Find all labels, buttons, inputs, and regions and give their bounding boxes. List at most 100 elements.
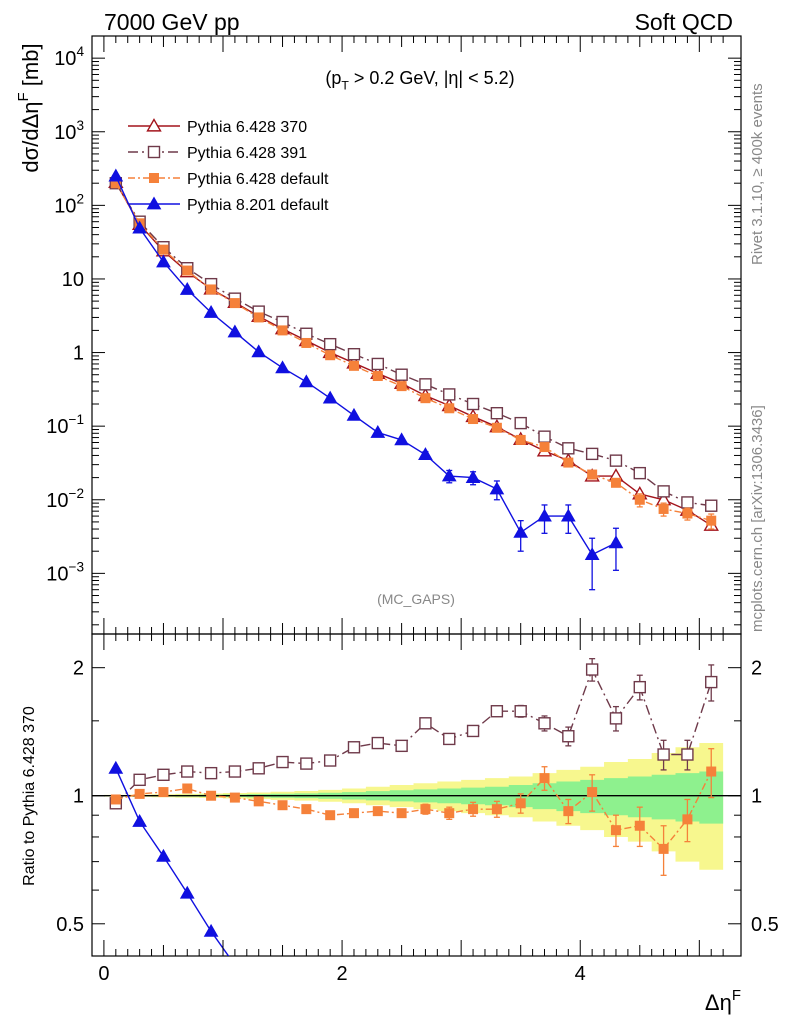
data-point — [465, 470, 481, 483]
y-tick-label: 10−1​ — [46, 412, 84, 438]
data-point — [253, 312, 264, 323]
ratio-point — [110, 794, 121, 805]
ratio-point — [420, 804, 431, 815]
ratio-point — [156, 848, 171, 862]
data-point — [682, 508, 693, 519]
ratio-series-1 — [110, 748, 717, 876]
x-tick-label: 4 — [575, 963, 586, 985]
ratio-point — [158, 787, 169, 798]
data-point — [584, 547, 600, 560]
ratio-point — [372, 806, 383, 817]
ratio-point — [705, 675, 718, 689]
data-point — [706, 515, 717, 526]
y-tick-label: 10 — [62, 269, 84, 291]
ratio-point — [633, 680, 646, 694]
data-point — [182, 265, 193, 276]
data-point — [657, 485, 670, 498]
data-point — [420, 393, 431, 404]
legend-marker — [149, 173, 159, 183]
ratio-series-0 — [109, 658, 718, 810]
data-point — [298, 374, 314, 388]
ratio-point — [371, 736, 384, 750]
data-point — [515, 434, 526, 445]
data-point — [608, 535, 624, 549]
ratio-y-tick-label: 0.5 — [56, 914, 84, 936]
data-point — [444, 403, 455, 414]
data-point — [229, 298, 240, 309]
ratio-point — [228, 959, 241, 970]
y-tick-label: 1 — [73, 343, 84, 365]
header-right: Soft QCD — [635, 9, 733, 35]
cuts-label: (pT​ > 0.2 GeV, |η| < 5.2) — [325, 68, 514, 92]
data-point — [633, 466, 646, 480]
data-point — [634, 494, 645, 505]
ratio-point — [301, 804, 312, 815]
ratio-point — [491, 804, 502, 815]
ratio-point — [538, 717, 551, 730]
data-point — [347, 347, 361, 361]
ratio-point — [609, 712, 623, 725]
data-point — [537, 508, 552, 522]
series-0 — [108, 174, 719, 531]
data-point — [132, 220, 147, 234]
ratio-point — [323, 754, 337, 767]
ratio-point — [706, 766, 717, 777]
series-1 — [109, 177, 718, 512]
ratio-point — [300, 757, 313, 770]
series-2 — [110, 178, 717, 530]
series-3 — [108, 168, 624, 591]
legend-marker — [147, 145, 161, 159]
data-point — [443, 388, 456, 401]
legend: Pythia 6.428 370 Pythia 6.428 391 Pythia 6… — [128, 118, 329, 214]
data-point — [301, 337, 312, 348]
ratio-point — [562, 730, 575, 743]
ratio-point — [585, 663, 599, 676]
ratio-point — [252, 762, 265, 775]
legend-label: Pythia 6.428 370 — [187, 119, 307, 136]
data-point — [300, 327, 313, 340]
x-tick-label: 0 — [98, 963, 109, 985]
data-point — [538, 430, 551, 443]
header-left: 7000 GeV pp — [104, 9, 240, 35]
data-point — [370, 424, 386, 438]
data-point — [563, 457, 574, 468]
ratio-point — [206, 790, 217, 801]
ratio-point — [658, 843, 669, 854]
ratio-line — [115, 768, 230, 956]
data-point — [514, 416, 527, 430]
data-point — [275, 360, 290, 374]
data-point — [325, 350, 336, 361]
data-point — [179, 281, 195, 295]
data-point — [322, 390, 338, 404]
ratio-y-tick-label-right: 1 — [751, 786, 762, 808]
data-point — [681, 496, 694, 509]
data-point — [203, 305, 219, 318]
ratio-point — [466, 724, 480, 738]
data-point — [585, 447, 599, 461]
ratio-frame — [91, 633, 742, 957]
watermark: (MC_GAPS) — [377, 591, 455, 607]
data-point — [371, 357, 384, 371]
data-point — [489, 481, 505, 495]
ratio-point — [157, 768, 170, 781]
ratio-point — [229, 792, 240, 803]
series-line — [115, 182, 712, 522]
ratio-point — [253, 796, 264, 807]
ratio-point — [539, 773, 550, 784]
data-point — [587, 469, 598, 480]
y-tick-label: 10−2​ — [46, 486, 84, 512]
ratio-point — [490, 705, 504, 718]
ratio-point — [348, 808, 359, 819]
data-point — [396, 381, 407, 392]
ratio-y-tick-label: 1 — [73, 786, 84, 808]
data-point — [560, 508, 576, 522]
data-point — [346, 407, 362, 421]
data-point — [490, 406, 504, 420]
band-yellow — [103, 743, 724, 870]
data-point — [562, 442, 575, 455]
ratio-point — [610, 825, 621, 836]
ratio-y-tick-label: 2 — [73, 658, 84, 680]
data-point — [705, 499, 718, 512]
ratio-point — [444, 808, 455, 819]
